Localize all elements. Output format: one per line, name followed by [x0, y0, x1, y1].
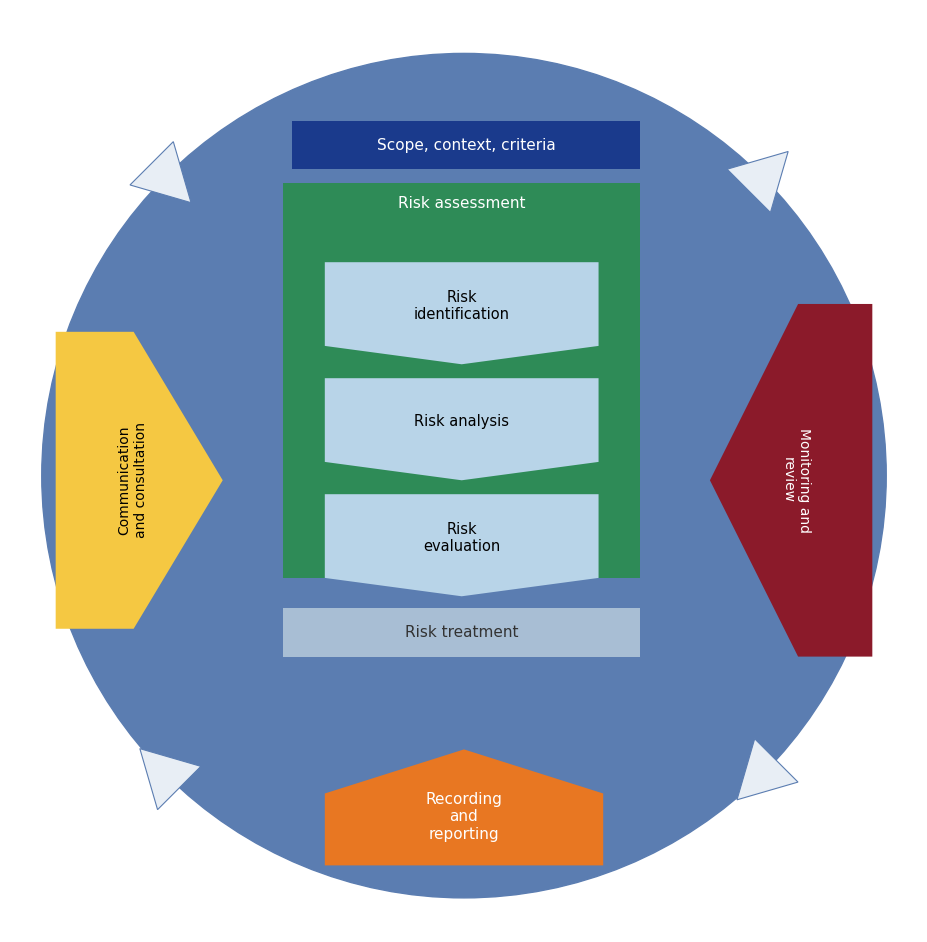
Text: Risk treatment: Risk treatment: [404, 625, 518, 640]
Circle shape: [42, 54, 885, 898]
Polygon shape: [324, 378, 598, 480]
Polygon shape: [140, 749, 200, 809]
Text: Communication
and consultation: Communication and consultation: [118, 422, 147, 538]
Polygon shape: [324, 262, 598, 365]
Polygon shape: [283, 184, 640, 577]
Text: Scope, context, criteria: Scope, context, criteria: [376, 138, 555, 153]
Text: Risk
evaluation: Risk evaluation: [423, 522, 500, 554]
Polygon shape: [56, 332, 222, 628]
Text: Recording
and
reporting: Recording and reporting: [425, 792, 502, 841]
Polygon shape: [130, 141, 191, 203]
Polygon shape: [736, 739, 797, 800]
Text: Risk
identification: Risk identification: [413, 289, 509, 322]
Text: Risk assessment: Risk assessment: [398, 196, 525, 211]
Text: Risk analysis: Risk analysis: [413, 414, 509, 430]
Polygon shape: [292, 122, 640, 170]
Polygon shape: [324, 495, 598, 596]
Polygon shape: [727, 152, 787, 213]
Polygon shape: [709, 304, 871, 657]
Polygon shape: [324, 750, 603, 866]
Text: Monitoring and
review: Monitoring and review: [780, 428, 810, 533]
Polygon shape: [283, 609, 640, 657]
